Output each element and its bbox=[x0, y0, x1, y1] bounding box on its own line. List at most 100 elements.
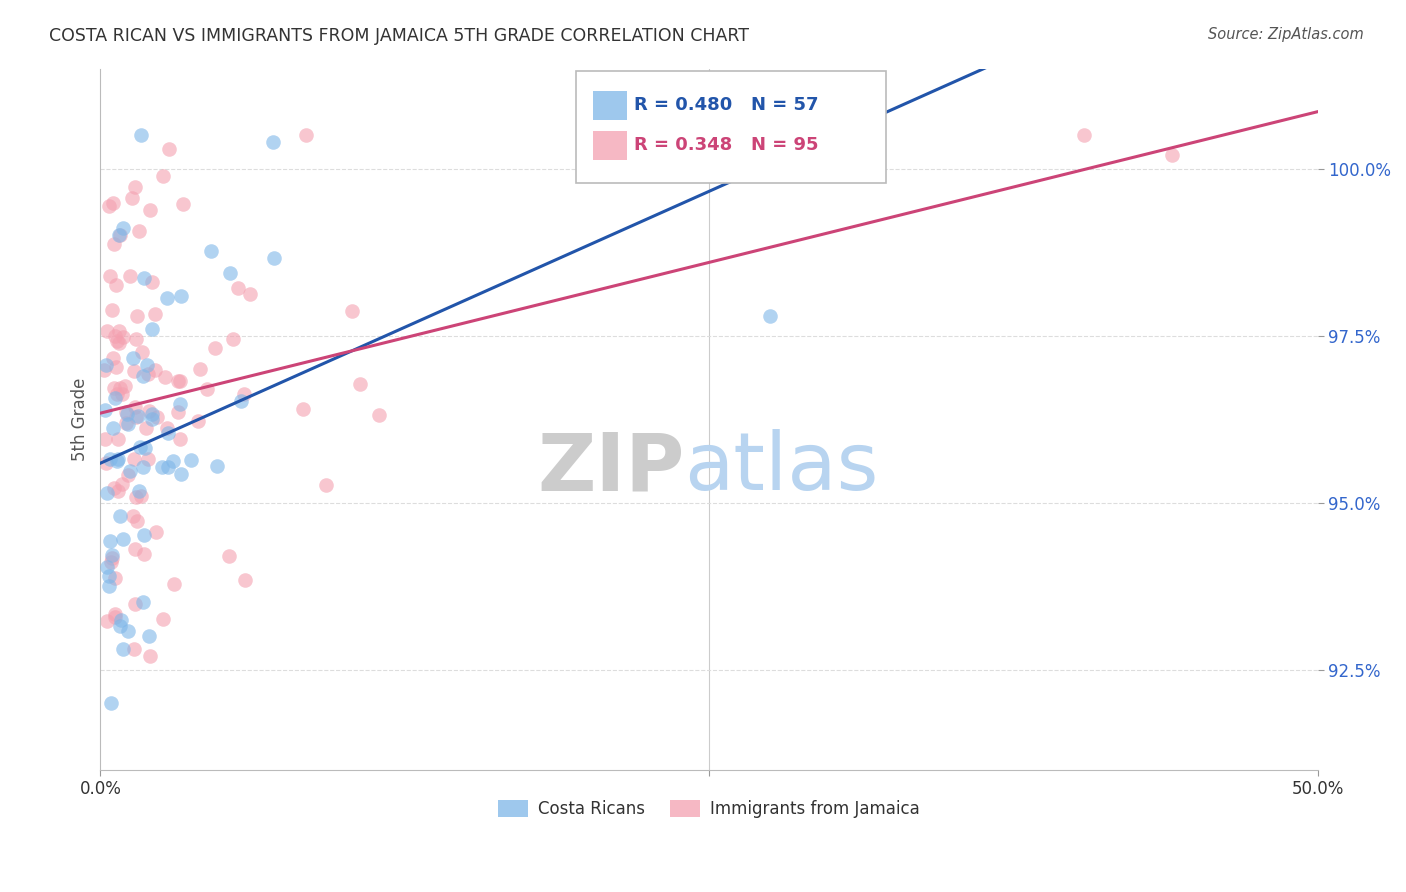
Point bbox=[169, 397, 191, 411]
Point bbox=[114, 405, 136, 419]
Point bbox=[110, 477, 132, 491]
Point bbox=[141, 412, 163, 426]
Point bbox=[108, 509, 131, 524]
Point bbox=[107, 484, 129, 499]
Point bbox=[218, 549, 240, 563]
Point bbox=[143, 363, 166, 377]
Point bbox=[222, 332, 245, 346]
Point bbox=[98, 268, 121, 283]
Text: atlas: atlas bbox=[685, 429, 879, 508]
Point bbox=[107, 452, 129, 467]
Point bbox=[195, 382, 218, 396]
Point bbox=[153, 370, 176, 384]
Y-axis label: 5th Grade: 5th Grade bbox=[72, 377, 89, 461]
Point bbox=[114, 379, 136, 393]
Point bbox=[156, 460, 179, 475]
Point bbox=[138, 452, 160, 467]
Point bbox=[108, 336, 131, 351]
Point bbox=[122, 351, 145, 366]
Point bbox=[132, 547, 155, 561]
Point bbox=[105, 360, 128, 375]
Point bbox=[143, 307, 166, 321]
Legend: Costa Ricans, Immigrants from Jamaica: Costa Ricans, Immigrants from Jamaica bbox=[492, 793, 927, 825]
Point bbox=[96, 559, 118, 574]
Point bbox=[226, 281, 249, 295]
Text: Source: ZipAtlas.com: Source: ZipAtlas.com bbox=[1208, 27, 1364, 42]
Point bbox=[108, 227, 131, 242]
Point bbox=[120, 268, 142, 283]
Point bbox=[124, 363, 146, 377]
Point bbox=[115, 416, 138, 430]
Point bbox=[159, 142, 181, 156]
Point bbox=[263, 251, 285, 265]
Point bbox=[125, 410, 148, 425]
Point bbox=[131, 489, 153, 503]
Point bbox=[156, 291, 179, 305]
Point bbox=[125, 309, 148, 323]
Text: COSTA RICAN VS IMMIGRANTS FROM JAMAICA 5TH GRADE CORRELATION CHART: COSTA RICAN VS IMMIGRANTS FROM JAMAICA 5… bbox=[49, 27, 749, 45]
Point bbox=[124, 541, 146, 556]
Point bbox=[104, 392, 127, 406]
Point bbox=[150, 459, 173, 474]
Point bbox=[111, 221, 134, 235]
Point bbox=[138, 404, 160, 418]
Point bbox=[101, 548, 124, 562]
Point bbox=[108, 324, 131, 338]
Text: R = 0.480   N = 57: R = 0.480 N = 57 bbox=[634, 96, 818, 114]
Point bbox=[170, 289, 193, 303]
Point bbox=[122, 451, 145, 466]
Point bbox=[97, 579, 120, 593]
Point bbox=[218, 266, 240, 280]
Point bbox=[759, 309, 782, 323]
Point bbox=[103, 195, 125, 210]
Point bbox=[127, 514, 149, 528]
Point bbox=[166, 405, 188, 419]
Point bbox=[145, 525, 167, 540]
Point bbox=[104, 607, 127, 621]
Point bbox=[107, 432, 129, 446]
Point bbox=[233, 386, 256, 401]
Point bbox=[233, 573, 256, 587]
Point bbox=[112, 533, 135, 547]
Point bbox=[110, 613, 132, 627]
Point bbox=[94, 432, 117, 446]
Point bbox=[125, 490, 148, 504]
Point bbox=[124, 180, 146, 194]
Point bbox=[117, 417, 139, 432]
Point bbox=[163, 576, 186, 591]
Point bbox=[229, 394, 252, 409]
Point bbox=[105, 454, 128, 468]
Point bbox=[205, 458, 228, 473]
Point bbox=[93, 363, 115, 377]
Point bbox=[136, 367, 159, 381]
Point bbox=[103, 381, 125, 395]
Point bbox=[108, 227, 131, 242]
Point bbox=[292, 401, 315, 416]
Text: R = 0.348   N = 95: R = 0.348 N = 95 bbox=[634, 136, 818, 154]
Point bbox=[132, 595, 155, 609]
Point bbox=[132, 368, 155, 383]
Point bbox=[141, 408, 163, 422]
Point bbox=[94, 402, 117, 417]
Point bbox=[134, 441, 156, 455]
Point bbox=[110, 380, 132, 394]
Point bbox=[103, 236, 125, 251]
Point bbox=[145, 409, 167, 424]
Point bbox=[107, 334, 129, 348]
Point bbox=[115, 407, 138, 421]
Point bbox=[98, 534, 121, 549]
Point bbox=[367, 409, 389, 423]
Point bbox=[100, 555, 122, 569]
Point bbox=[124, 401, 146, 415]
Point bbox=[152, 169, 174, 184]
Point bbox=[1160, 148, 1182, 162]
Point bbox=[135, 359, 157, 373]
Point bbox=[169, 374, 191, 388]
Point bbox=[139, 202, 162, 217]
Point bbox=[141, 322, 163, 336]
Point bbox=[162, 453, 184, 467]
Point bbox=[122, 509, 145, 524]
Point bbox=[100, 696, 122, 710]
Point bbox=[105, 387, 128, 401]
Point bbox=[98, 451, 121, 466]
